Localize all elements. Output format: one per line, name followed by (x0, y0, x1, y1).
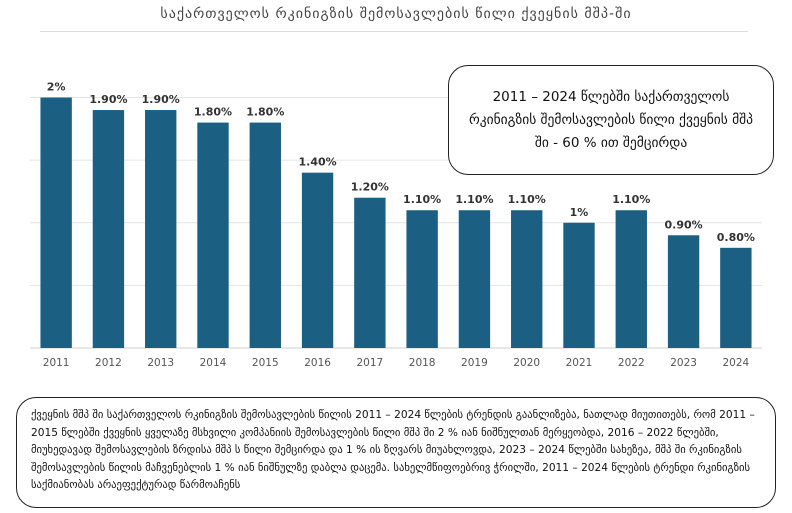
x-tick-2011: 2011 (43, 357, 70, 369)
data-label-2014: 1.80% (194, 106, 232, 119)
x-tick-2016: 2016 (304, 357, 331, 369)
bar-2022 (615, 210, 647, 348)
summary-text: ქვეყნის მშპ ში საქართველოს რკინიგზის შემ… (31, 409, 755, 491)
x-tick-2018: 2018 (409, 357, 436, 369)
title-divider (40, 31, 748, 32)
bar-2015 (249, 122, 281, 348)
x-tick-2012: 2012 (95, 357, 122, 369)
bar-2014 (197, 122, 229, 348)
data-label-2022: 1.10% (612, 193, 650, 206)
callout-text: 2011 – 2024 წლებში საქართველოს რკინიგზის… (468, 88, 754, 151)
bar-2013 (145, 110, 177, 348)
bar-chart: 2% 2011 1.90% 2012 1.90% 2013 1.80% 2014 1.80% 20… (30, 81, 762, 369)
bar-2023 (667, 235, 700, 348)
chart-title: საქართველოს რკინიგზის შემოსავლების წილი … (160, 6, 632, 22)
bar-2016 (301, 172, 334, 348)
bar-2021 (563, 222, 595, 348)
x-tick-2022: 2022 (618, 357, 645, 369)
x-tick-2015: 2015 (252, 357, 279, 369)
data-label-2011: 2% (47, 81, 66, 94)
data-label-2016: 1.40% (298, 156, 336, 169)
x-tick-2019: 2019 (461, 357, 488, 369)
x-tick-2014: 2014 (200, 357, 227, 369)
data-label-2018: 1.10% (403, 193, 441, 206)
x-tick-2013: 2013 (147, 357, 174, 369)
data-label-2021: 1% (570, 206, 589, 219)
bar-2017 (354, 197, 386, 348)
data-label-2012: 1.90% (89, 93, 127, 106)
bar-2012 (92, 110, 125, 348)
bar-2011 (40, 97, 72, 349)
data-label-2015: 1.80% (246, 106, 284, 119)
summary-box: ქვეყნის მშპ ში საქართველოს რკინიგზის შემ… (16, 397, 776, 508)
x-tick-2020: 2020 (513, 357, 540, 369)
callout-box: 2011 – 2024 წლებში საქართველოს რკინიგზის… (448, 65, 774, 175)
data-label-2019: 1.10% (455, 193, 493, 206)
data-label-2017: 1.20% (351, 181, 389, 194)
bar-2024 (720, 247, 752, 348)
data-label-2023: 0.90% (664, 218, 702, 231)
x-tick-2024: 2024 (722, 357, 749, 369)
x-tick-2017: 2017 (356, 357, 383, 369)
data-label-2013: 1.90% (142, 93, 180, 106)
bar-2018 (406, 210, 438, 348)
bar-2020 (511, 210, 543, 348)
x-tick-2021: 2021 (566, 357, 593, 369)
bar-2019 (458, 210, 491, 348)
x-tick-2023: 2023 (670, 357, 697, 369)
data-label-2024: 0.80% (717, 231, 755, 244)
data-label-2020: 1.10% (508, 193, 546, 206)
